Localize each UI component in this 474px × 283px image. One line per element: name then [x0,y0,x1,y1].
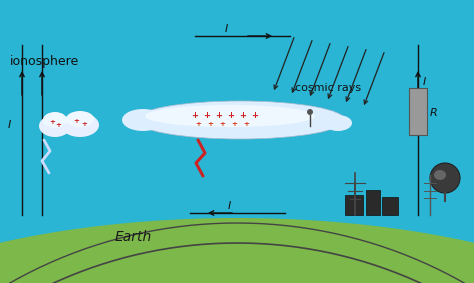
Text: ionosphere: ionosphere [10,55,79,68]
Text: +: + [231,121,237,127]
Text: +: + [49,119,55,125]
Text: I: I [8,120,11,130]
Ellipse shape [434,170,446,180]
Ellipse shape [43,112,67,128]
Text: +: + [252,112,258,121]
Text: +: + [203,112,210,121]
Text: I: I [228,201,231,211]
Text: +: + [243,121,249,127]
Ellipse shape [122,109,164,131]
Ellipse shape [0,218,474,283]
Text: Earth: Earth [115,230,152,244]
Bar [366,190,380,215]
Text: R: R [430,108,438,118]
Text: cosmic rays: cosmic rays [295,83,361,93]
Text: +: + [216,112,222,121]
Text: +: + [207,121,213,127]
Text: +: + [239,112,246,121]
Bar [409,88,427,135]
Ellipse shape [324,115,352,131]
Ellipse shape [66,111,94,127]
Ellipse shape [61,113,99,137]
Text: +: + [81,121,87,127]
Text: +: + [55,122,61,128]
Text: +: + [73,118,79,124]
Ellipse shape [145,105,315,127]
Text: +: + [191,112,199,121]
Bar [382,197,398,215]
Text: +: + [228,112,235,121]
Bar [345,195,363,215]
Text: +: + [195,121,201,127]
Ellipse shape [307,109,313,115]
Ellipse shape [39,115,71,137]
Text: I: I [225,24,228,34]
Ellipse shape [430,163,460,193]
Ellipse shape [135,101,345,139]
Text: +: + [219,121,225,127]
Text: I: I [423,77,426,87]
